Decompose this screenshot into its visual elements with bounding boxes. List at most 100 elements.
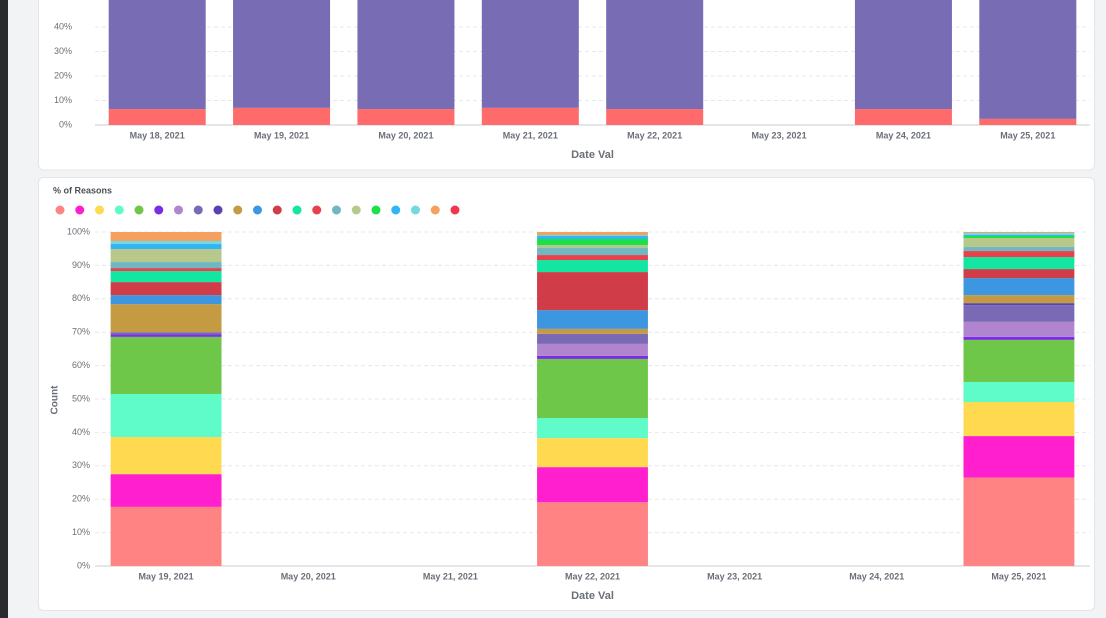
- bar-segment: [110, 336, 222, 394]
- legend-dot: [312, 205, 322, 215]
- x-axis-label: Date Val: [571, 590, 614, 602]
- x-tick-label: May 23, 2021: [752, 130, 807, 140]
- bar-segment: [537, 232, 648, 236]
- legend-dot: [154, 205, 164, 215]
- bar-segment: [963, 232, 1075, 234]
- legend-dot: [253, 205, 262, 215]
- legend-dot: [450, 205, 460, 215]
- x-tick-label: May 19, 2021: [254, 130, 309, 140]
- bar-segment: [110, 304, 222, 333]
- x-tick-label: May 24, 2021: [876, 130, 931, 140]
- bar-segment: [537, 236, 648, 240]
- bar-segment: [110, 393, 222, 438]
- legend-dot: [371, 205, 381, 215]
- bar-segment: [963, 339, 1075, 382]
- x-tick-label: May 18, 2021: [130, 130, 185, 140]
- legend-dot: [95, 205, 104, 215]
- bar-segment: [606, 109, 704, 125]
- y-tick-label: 100%: [67, 226, 90, 236]
- legend-dot: [114, 205, 124, 215]
- y-tick-label: 70%: [72, 327, 90, 337]
- bar-segment: [606, 0, 704, 110]
- x-tick-label: May 25, 2021: [1000, 130, 1055, 140]
- legend-dot: [391, 205, 401, 215]
- bar-segment: [110, 249, 222, 263]
- bar-segment: [357, 109, 455, 125]
- bar-segment: [963, 251, 1075, 258]
- y-tick-label: 30%: [54, 46, 72, 56]
- bar-segment: [963, 402, 1075, 437]
- bar-segment: [481, 107, 579, 125]
- legend-dot: [213, 205, 223, 215]
- bar-segment: [108, 0, 206, 110]
- bar-segment: [963, 247, 1075, 252]
- bar-segment: [110, 474, 222, 507]
- bar-segment: [537, 239, 648, 246]
- y-tick-label: 30%: [72, 460, 90, 470]
- x-tick-label: May 25, 2021: [991, 571, 1046, 581]
- bar-segment: [854, 109, 952, 125]
- x-tick-label: May 24, 2021: [849, 571, 904, 581]
- bar-segment: [963, 233, 1075, 236]
- legend-dot: [75, 205, 85, 215]
- x-tick-label: May 21, 2021: [503, 130, 558, 140]
- x-axis-label: Date Val: [571, 149, 614, 161]
- bar-segment: [963, 238, 1075, 248]
- bar-segment: [233, 0, 331, 108]
- legend-dot: [55, 205, 65, 215]
- bar-segment: [110, 262, 222, 269]
- bar-segment: [963, 236, 1075, 239]
- sidebar-edge: [0, 0, 8, 618]
- bar-segment: [537, 418, 648, 439]
- bar-segment: [963, 278, 1075, 296]
- bar-segment: [963, 477, 1075, 566]
- y-tick-label: 90%: [72, 260, 90, 270]
- bar-segment: [357, 0, 455, 110]
- legend-dot: [193, 205, 203, 215]
- bar-segment: [108, 109, 206, 125]
- bar-segment: [963, 303, 1075, 306]
- x-tick-label: May 20, 2021: [378, 130, 433, 140]
- y-tick-label: 80%: [72, 293, 90, 303]
- y-tick-label: 0%: [77, 560, 90, 570]
- bar-segment: [110, 241, 222, 245]
- bar-segment: [481, 0, 579, 108]
- legend-dot: [233, 205, 243, 215]
- bar-segment: [963, 436, 1075, 478]
- bar-segment: [537, 438, 648, 468]
- chart-title: % of Reasons: [53, 185, 112, 195]
- legend-dot: [430, 205, 440, 215]
- y-tick-label: 50%: [72, 393, 90, 403]
- bar-segment: [537, 355, 648, 359]
- bar-segment: [979, 118, 1077, 125]
- y-tick-label: 20%: [72, 494, 90, 504]
- bar-segment: [537, 333, 648, 344]
- y-tick-label: 0%: [59, 119, 72, 129]
- legend-dot: [174, 205, 183, 215]
- bar-segment: [110, 282, 222, 296]
- bar-segment: [537, 467, 648, 503]
- y-tick-label: 40%: [54, 21, 72, 31]
- x-tick-label: May 22, 2021: [565, 571, 620, 581]
- y-axis-label: Count: [50, 385, 61, 415]
- bar-segment: [110, 332, 222, 335]
- bar-segment: [537, 328, 648, 334]
- legend-dot: [292, 205, 302, 215]
- x-tick-label: May 22, 2021: [627, 130, 682, 140]
- bar-segment: [537, 310, 648, 329]
- bar-segment: [963, 336, 1075, 340]
- legend-dot: [351, 205, 361, 215]
- bar-segment: [537, 272, 648, 311]
- bar-segment: [537, 255, 648, 261]
- bar-segment: [854, 0, 952, 110]
- legend-dot: [134, 205, 144, 215]
- x-tick-label: May 19, 2021: [139, 571, 194, 581]
- y-tick-label: 10%: [54, 95, 72, 105]
- bar-segment: [110, 271, 222, 283]
- bar-segment: [110, 232, 222, 242]
- bar-segment: [110, 295, 222, 305]
- bar-segment: [963, 235, 1075, 237]
- bar-segment: [537, 260, 648, 273]
- legend-dot: [272, 205, 282, 215]
